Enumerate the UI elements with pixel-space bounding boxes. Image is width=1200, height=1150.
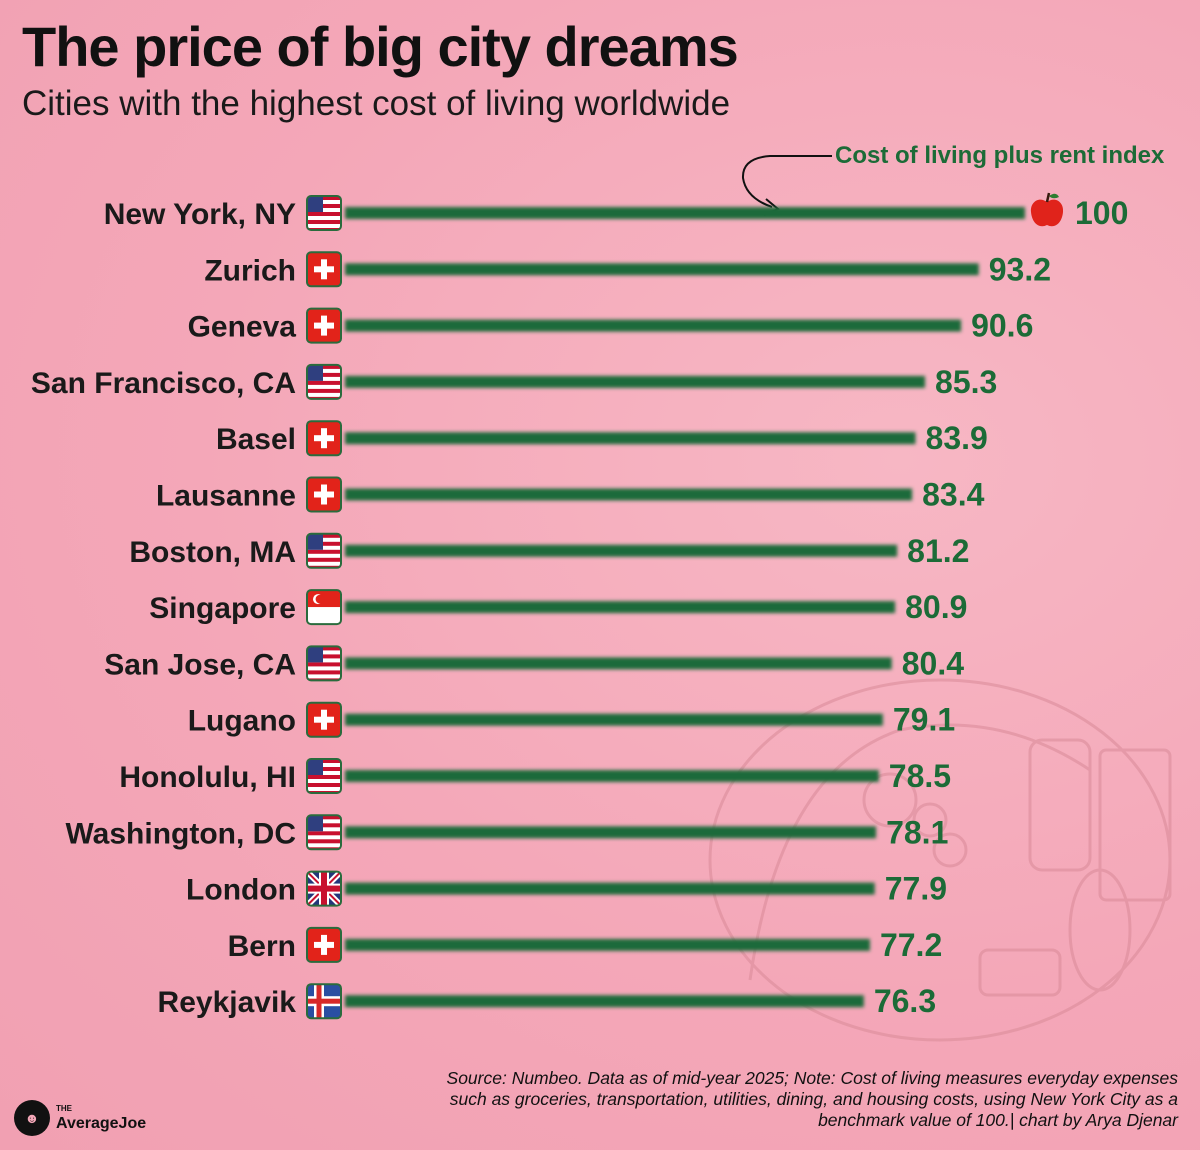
bar	[345, 826, 877, 839]
bar	[345, 319, 962, 332]
flag-us-icon	[306, 645, 342, 682]
category-label: London	[186, 874, 296, 907]
category-label: San Francisco, CA	[31, 367, 296, 400]
value-label: 83.4	[922, 477, 984, 513]
flag-us-icon	[306, 814, 342, 851]
bar	[345, 938, 870, 951]
flag-gb-icon	[306, 870, 342, 907]
bar	[345, 995, 864, 1008]
bar	[345, 375, 926, 388]
flag-ch-icon	[306, 926, 342, 963]
value-label: 90.6	[971, 308, 1033, 344]
category-label: Zurich	[204, 254, 296, 287]
flag-us-icon	[306, 532, 342, 569]
value-label: 93.2	[989, 251, 1051, 287]
average-joe-logo: ☻ THE AverageJoe	[14, 1100, 146, 1136]
value-label: 77.2	[880, 927, 942, 963]
value-label: 85.3	[935, 364, 997, 400]
category-label: San Jose, CA	[104, 648, 296, 681]
value-label: 80.9	[905, 589, 967, 625]
value-label: 100	[1075, 195, 1128, 231]
flag-is-icon	[306, 983, 342, 1020]
category-label: New York, NY	[104, 198, 296, 231]
flag-ch-icon	[306, 307, 342, 344]
value-label: 76.3	[874, 983, 936, 1019]
bar	[345, 263, 979, 276]
logo-name-text: AverageJoe	[56, 1115, 147, 1132]
apple-icon	[1030, 192, 1064, 227]
bar	[345, 432, 916, 445]
flag-ch-icon	[306, 476, 342, 513]
bar	[345, 601, 896, 614]
bar	[345, 657, 892, 670]
bar-chart: New York, NY 100 Zurich 93.2 Geneva 90.6 San F…	[31, 155, 1128, 1020]
flag-us-icon	[306, 758, 342, 794]
value-label: 78.5	[889, 758, 951, 794]
category-label: Boston, MA	[129, 536, 296, 569]
category-label: Lugano	[188, 705, 296, 738]
value-label: 83.9	[926, 420, 988, 456]
value-label: 78.1	[886, 814, 948, 850]
flag-ch-icon	[306, 701, 342, 738]
flag-us-icon	[306, 195, 342, 231]
bar	[345, 770, 879, 782]
flag-ch-icon	[306, 420, 342, 457]
category-label: Singapore	[149, 592, 296, 625]
flag-sg-icon	[306, 589, 342, 626]
legend-arrow	[741, 155, 832, 208]
legend-label: Cost of living plus rent index	[835, 142, 1165, 169]
chart-subtitle: Cities with the highest cost of living w…	[22, 84, 731, 123]
flag-us-icon	[306, 363, 342, 400]
category-label: Basel	[216, 423, 296, 456]
category-label: Honolulu, HI	[119, 761, 296, 794]
bar	[345, 882, 875, 895]
value-label: 77.9	[885, 871, 947, 907]
category-label: Geneva	[188, 311, 297, 344]
chart-title: The price of big city dreams	[22, 15, 739, 78]
value-label: 81.2	[907, 533, 969, 569]
category-label: Washington, DC	[65, 817, 296, 850]
flag-ch-icon	[306, 251, 342, 288]
logo-small-text: THE	[56, 1104, 72, 1113]
source-note: Source: Numbeo. Data as of mid-year 2025…	[446, 1068, 1178, 1130]
value-label: 79.1	[893, 702, 955, 738]
category-label: Reykjavik	[158, 986, 297, 1019]
bar	[345, 713, 883, 726]
category-label: Lausanne	[156, 480, 296, 513]
bar	[345, 488, 913, 501]
grocery-bag-illustration	[708, 678, 1172, 1042]
bar	[345, 544, 898, 557]
value-label: 80.4	[902, 645, 964, 681]
bar	[345, 207, 1025, 219]
logo-face-icon: ☻	[14, 1100, 50, 1136]
category-label: Bern	[228, 930, 296, 963]
